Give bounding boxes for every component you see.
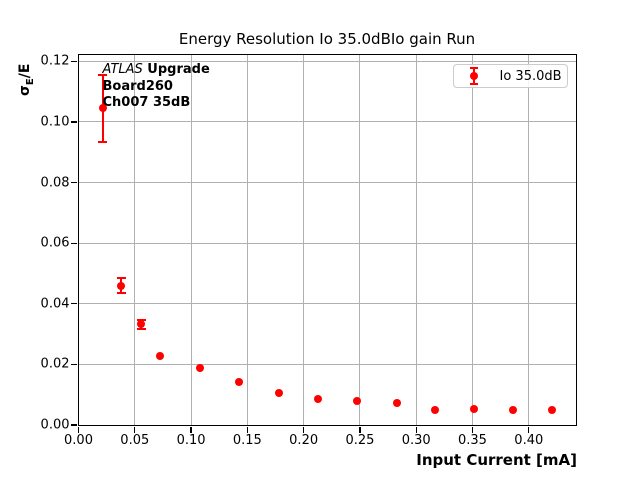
- x-axis-label: Input Current [mA]: [416, 451, 577, 469]
- annotation-channel: Ch007 35dB: [102, 95, 191, 110]
- y-tick-label: 0.04: [40, 296, 70, 312]
- error-bar-cap: [136, 328, 146, 331]
- x-tick-mark: [134, 426, 136, 433]
- data-point: [137, 320, 146, 329]
- x-tick-label: 0.20: [289, 433, 319, 448]
- annotation: ATLAS Upgrade Board260 Ch007 35dB: [103, 62, 210, 112]
- x-tick-mark: [471, 426, 474, 433]
- data-point: [470, 404, 479, 413]
- data-point: [274, 389, 283, 398]
- y-tick-label: 0.02: [40, 356, 70, 372]
- data-point: [156, 351, 165, 360]
- legend-errorbar-marker-icon: [467, 67, 481, 85]
- data-point: [117, 281, 126, 290]
- y-gridline: [78, 303, 576, 305]
- legend-errorbar-cap-top: [469, 67, 478, 69]
- y-axis-label: σE/E: [17, 64, 36, 96]
- legend-marker-dot: [469, 72, 478, 80]
- data-point: [430, 406, 439, 415]
- x-gridline: [134, 55, 136, 425]
- x-tick-label: 0.15: [232, 433, 262, 448]
- y-tick-mark: [71, 121, 77, 123]
- error-bar-cap: [98, 74, 108, 76]
- x-tick-mark: [415, 426, 417, 433]
- y-tick-mark: [71, 424, 77, 426]
- x-gridline: [190, 55, 192, 425]
- x-gridline: [303, 55, 305, 425]
- annotation-line-1: ATLAS Upgrade: [103, 62, 210, 79]
- x-tick-label: 0.30: [401, 433, 431, 448]
- y-gridline: [78, 60, 576, 62]
- y-axis-label-rest: /E: [17, 63, 33, 79]
- data-point: [98, 104, 107, 113]
- legend: Io 35.0dB: [452, 64, 568, 88]
- data-point: [196, 363, 205, 372]
- x-gridline: [528, 55, 530, 425]
- y-tick-mark: [71, 242, 77, 244]
- y-tick-label: 0.00: [40, 417, 70, 433]
- y-tick-label: 0.12: [40, 53, 70, 69]
- x-gridline: [415, 55, 417, 425]
- y-axis-label-subscript: E: [24, 78, 36, 86]
- y-gridline: [78, 121, 576, 123]
- x-tick-label: 0.05: [120, 433, 150, 448]
- y-tick-label: 0.06: [40, 235, 70, 251]
- y-tick-label: 0.10: [40, 114, 70, 130]
- y-tick-mark: [71, 363, 77, 366]
- x-tick-label: 0.00: [64, 433, 93, 448]
- x-gridline: [359, 55, 361, 425]
- legend-errorbar-cap-bottom: [469, 83, 478, 85]
- data-point: [313, 395, 322, 404]
- annotation-upgrade: Upgrade: [142, 62, 210, 77]
- x-tick-mark: [190, 426, 192, 433]
- x-tick-label: 0.35: [458, 433, 487, 448]
- data-point: [508, 405, 517, 414]
- y-gridline: [78, 182, 576, 184]
- data-point: [393, 399, 402, 408]
- data-point: [548, 406, 557, 415]
- x-tick-mark: [302, 426, 305, 433]
- y-gridline: [78, 242, 576, 244]
- error-bar-cap: [98, 140, 108, 143]
- x-tick-mark: [77, 426, 80, 433]
- experiment-name: ATLAS: [102, 62, 143, 77]
- error-bar-cap: [116, 277, 126, 280]
- annotation-board: Board260: [102, 78, 173, 94]
- x-tick-mark: [246, 426, 248, 433]
- x-tick-label: 0.40: [514, 433, 544, 448]
- x-tick-mark: [528, 426, 530, 433]
- x-tick-label: 0.25: [345, 433, 375, 448]
- error-bar-cap: [116, 292, 126, 295]
- y-tick-mark: [71, 303, 77, 305]
- x-gridline: [471, 55, 473, 425]
- error-bar-cap: [136, 318, 146, 321]
- y-gridline: [78, 363, 576, 365]
- data-point: [353, 397, 362, 406]
- x-gridline: [246, 55, 248, 425]
- y-tick-mark: [71, 181, 77, 184]
- data-point: [234, 378, 243, 387]
- x-tick-mark: [359, 426, 361, 433]
- y-tick-mark: [71, 60, 77, 62]
- plot-area: ATLAS Upgrade Board260 Ch007 35dB Io 35.…: [41, 54, 577, 448]
- x-tick-label: 0.10: [176, 433, 206, 448]
- legend-label: Io 35.0dB: [499, 68, 562, 84]
- y-tick-label: 0.08: [40, 175, 70, 191]
- y-axis-label-sigma: σ: [17, 85, 33, 96]
- chart-title: Energy Resolution Io 35.0dBIo gain Run: [178, 30, 476, 48]
